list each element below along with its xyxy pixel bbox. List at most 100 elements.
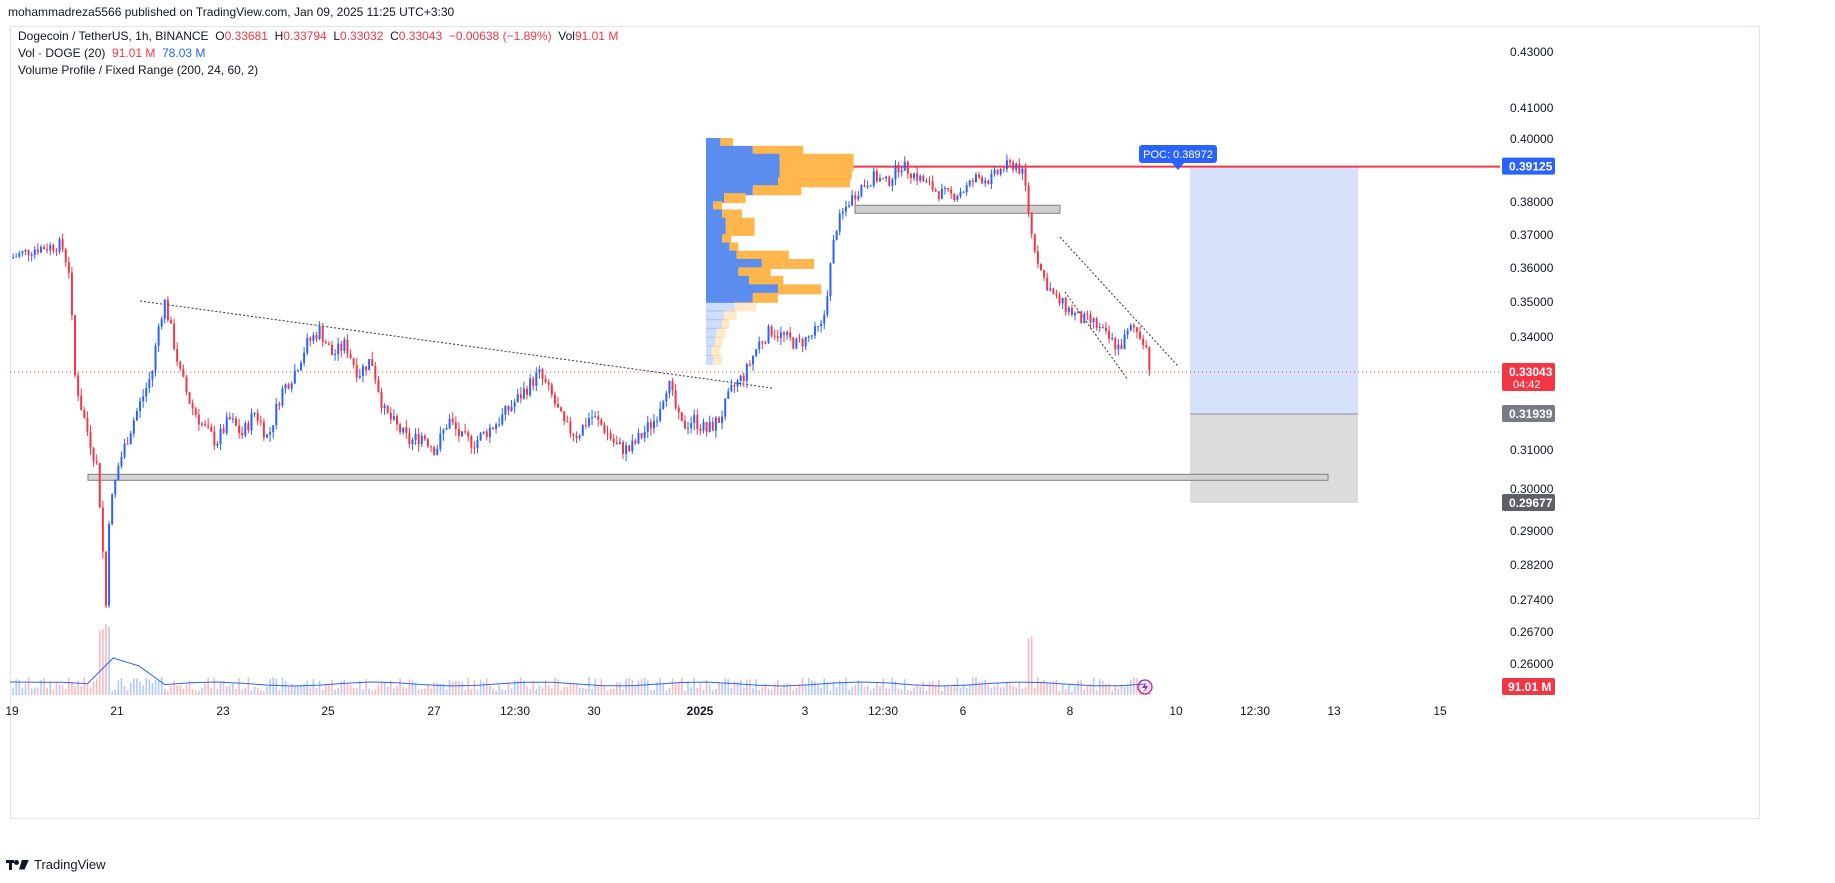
volume-bar — [1030, 636, 1033, 695]
volume-bar — [455, 680, 457, 695]
volume-bar — [832, 682, 835, 695]
volume-bar — [492, 688, 494, 695]
candle-body — [185, 376, 188, 393]
volume-bar — [600, 678, 603, 695]
candle-body — [795, 338, 798, 349]
volume-bar — [1139, 682, 1141, 695]
candle-body — [80, 395, 83, 411]
candle-body — [470, 436, 473, 448]
channel-upper-line — [1059, 236, 1179, 367]
volume-bar — [944, 685, 946, 695]
volume-profile-up-bar — [706, 242, 730, 253]
candle-body — [1012, 162, 1015, 170]
candle-body — [1139, 331, 1142, 339]
candle-body — [807, 336, 810, 338]
volume-profile-up-bar — [706, 327, 717, 338]
volume-bar — [318, 680, 321, 695]
volume-bar — [876, 682, 878, 695]
volume-bar — [136, 678, 138, 695]
candle-body — [207, 425, 210, 427]
volume-bar — [83, 677, 86, 695]
candle-body — [324, 341, 327, 344]
volume-profile-indicator-name[interactable]: Volume Profile / Fixed Range (200, 24, 6… — [18, 63, 259, 77]
y-axis-tick: 0.43000 — [1510, 45, 1554, 59]
candle-body — [665, 393, 668, 402]
candle-body — [368, 359, 371, 371]
candle-body — [135, 411, 138, 421]
volume-bar — [92, 681, 95, 695]
volume-bar — [972, 677, 974, 695]
candle-body — [1067, 307, 1070, 313]
volume-bar — [303, 683, 305, 695]
candle-body — [882, 178, 885, 180]
candle-body — [163, 299, 166, 319]
legend-symbol[interactable]: Dogecoin / TetherUS, 1h, BINANCE — [18, 29, 209, 43]
candle-body — [900, 170, 903, 173]
candle-body — [656, 420, 659, 422]
volume-bar — [201, 687, 203, 695]
volume-bar — [767, 688, 770, 695]
volume-bar — [786, 683, 788, 695]
candle-body — [575, 435, 578, 439]
candle-body — [491, 427, 494, 429]
candle-body — [888, 176, 891, 186]
candle-body — [1123, 334, 1126, 350]
candle-body — [950, 189, 953, 194]
candle-body — [810, 335, 813, 337]
x-axis-tick: 12:30 — [868, 704, 898, 718]
price-label: 0.29677 — [1509, 496, 1553, 510]
candle-body — [303, 352, 306, 363]
volume-bar — [256, 687, 259, 695]
candle-body — [863, 185, 866, 187]
volume-bar — [1003, 686, 1005, 695]
candle-body — [436, 448, 439, 455]
volume-bar — [198, 690, 200, 695]
volume-bar — [823, 678, 826, 695]
volume-bar — [167, 690, 169, 695]
volume-profile-up-bar — [706, 201, 714, 212]
volume-bar — [566, 686, 569, 695]
volume-bar — [1080, 680, 1083, 695]
volume-bar — [857, 680, 860, 695]
volume-bar — [1120, 684, 1123, 695]
volume-bar — [585, 688, 587, 695]
candle-body — [968, 180, 971, 186]
candle-body — [420, 435, 423, 445]
volume-bar — [1123, 686, 1126, 695]
volume-profile-down-bar — [722, 319, 730, 329]
volume-bar — [727, 679, 730, 695]
volume-bar — [18, 680, 21, 695]
candle-body — [792, 337, 795, 349]
volume-bar — [789, 683, 791, 695]
price-label: 0.39125 — [1509, 160, 1553, 174]
volume-bar — [1071, 690, 1073, 695]
volume-bar — [225, 686, 228, 695]
volume-profile-down-bar — [752, 292, 778, 303]
candle-body — [67, 262, 70, 273]
volume-bar — [925, 690, 928, 695]
candle-body — [869, 185, 872, 187]
volume-bar — [145, 678, 148, 695]
volume-indicator-value: 91.01 M — [112, 46, 156, 60]
volume-label-box — [1502, 678, 1555, 695]
candle-body — [956, 195, 959, 200]
volume-profile-up-bar — [706, 250, 737, 261]
candle-body — [563, 411, 566, 422]
volume-bar — [931, 681, 934, 695]
volume-bar — [687, 681, 689, 695]
volume-bar — [563, 686, 565, 695]
volume-bar — [690, 687, 692, 695]
candle-body — [522, 388, 525, 399]
candle-body — [529, 378, 532, 395]
y-axis-tick: 0.41000 — [1510, 101, 1554, 115]
volume-bar — [33, 687, 36, 695]
volume-indicator-name[interactable]: Vol · DOGE (20) — [18, 46, 106, 60]
legend-h-label: H — [274, 29, 284, 43]
consolidation-zone — [854, 204, 1061, 214]
volume-bar — [473, 679, 476, 695]
candle-body — [510, 406, 513, 411]
candle-body — [74, 315, 77, 376]
candle-body — [584, 425, 587, 427]
x-axis-tick: 15 — [1433, 704, 1447, 718]
